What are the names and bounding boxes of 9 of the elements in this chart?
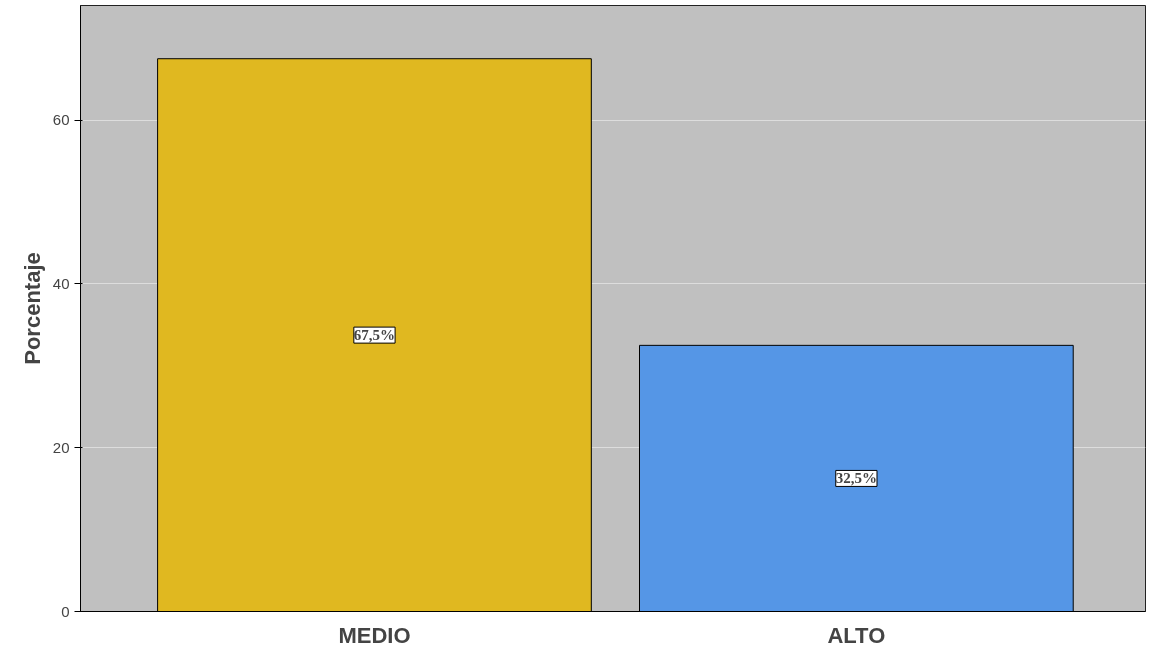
x-tick-label: MEDIO <box>338 622 411 648</box>
data-label: 32,5% <box>835 470 877 487</box>
y-tick-label: 20 <box>52 438 70 456</box>
y-tick-label: 40 <box>52 274 70 292</box>
y-tick-label: 60 <box>52 111 70 129</box>
x-tick-label: ALTO <box>827 622 886 648</box>
data-label: 67,5% <box>353 327 396 344</box>
y-tick-label: 0 <box>61 602 70 620</box>
y-axis-title: Porcentaje <box>19 252 45 365</box>
